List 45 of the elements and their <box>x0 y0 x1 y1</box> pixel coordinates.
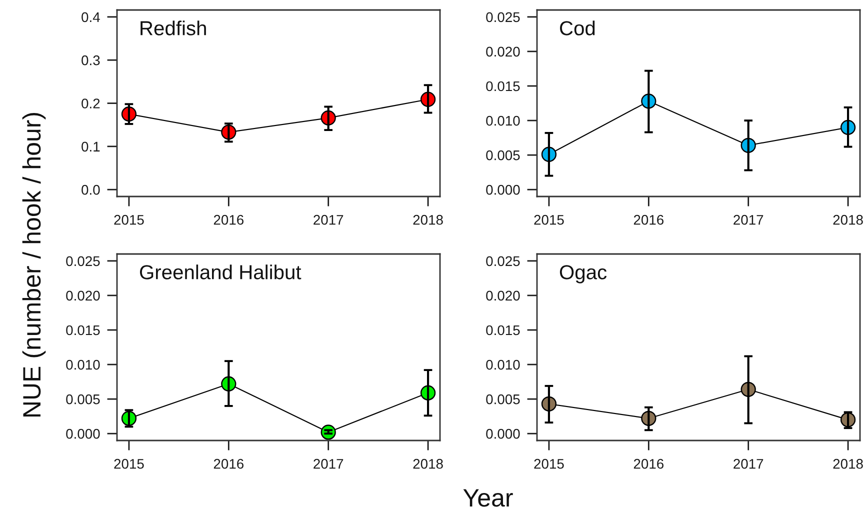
y-tick-label: 0.000 <box>486 428 520 439</box>
y-tick-label: 0.000 <box>486 184 520 195</box>
x-tick-label: 2018 <box>833 214 863 225</box>
chart-title: Redfish <box>140 20 206 36</box>
y-tick-label: 0.025 <box>486 12 520 22</box>
y-tick-label: 0.015 <box>486 325 520 336</box>
x-tick-label: 2016 <box>214 214 244 225</box>
x-tick-label: 2017 <box>734 458 764 469</box>
x-tick-label: 2015 <box>534 458 564 469</box>
y-tick-label: 0.000 <box>66 428 100 439</box>
y-tick-label: 0.1 <box>82 142 100 152</box>
y-tick-label: 0.0 <box>82 184 100 195</box>
x-tick-label: 2015 <box>114 458 144 469</box>
y-tick-label: 0.025 <box>66 256 100 266</box>
x-tick-label: 2018 <box>413 458 443 469</box>
x-tick-label: 2018 <box>833 458 863 469</box>
x-tick-label: 2016 <box>214 458 244 469</box>
y-tick-label: 0.025 <box>486 256 520 266</box>
x-tick-label: 2015 <box>534 214 564 225</box>
y-tick-label: 0.015 <box>66 325 100 336</box>
y-tick-label: 0.020 <box>486 46 520 57</box>
y-tick-label: 0.010 <box>486 360 520 370</box>
y-tick-label: 0.4 <box>82 12 100 22</box>
y-tick-label: 0.020 <box>66 290 100 301</box>
y-tick-label: 0.005 <box>66 394 100 404</box>
x-tick-label: 2018 <box>413 214 443 225</box>
chart-title: Cod <box>560 20 595 36</box>
chart-title: Greenland Halibut <box>140 264 302 280</box>
y-tick-label: 0.005 <box>486 394 520 404</box>
x-tick-label: 2017 <box>314 214 344 225</box>
y-tick-label: 0.020 <box>486 290 520 301</box>
x-tick-label: 2017 <box>314 458 344 469</box>
x-tick-label: 2015 <box>114 214 144 225</box>
text: Ogac <box>560 265 607 284</box>
x-tick-label: 2016 <box>634 458 664 469</box>
y-tick-label: 0.010 <box>486 116 520 126</box>
y-tick-label: 0.3 <box>82 55 100 66</box>
y-tick-label: 0.015 <box>486 81 520 92</box>
y-tick-label: 0.2 <box>82 98 100 108</box>
y-tick-label: 0.010 <box>66 360 100 370</box>
y-axis-title: NUE (number / hook / hour) <box>22 113 46 416</box>
y-tick-label: 0.005 <box>486 150 520 160</box>
x-axis-title: Year <box>463 489 513 507</box>
x-tick-label: 2016 <box>634 214 664 225</box>
x-tick-label: 2017 <box>734 214 764 225</box>
